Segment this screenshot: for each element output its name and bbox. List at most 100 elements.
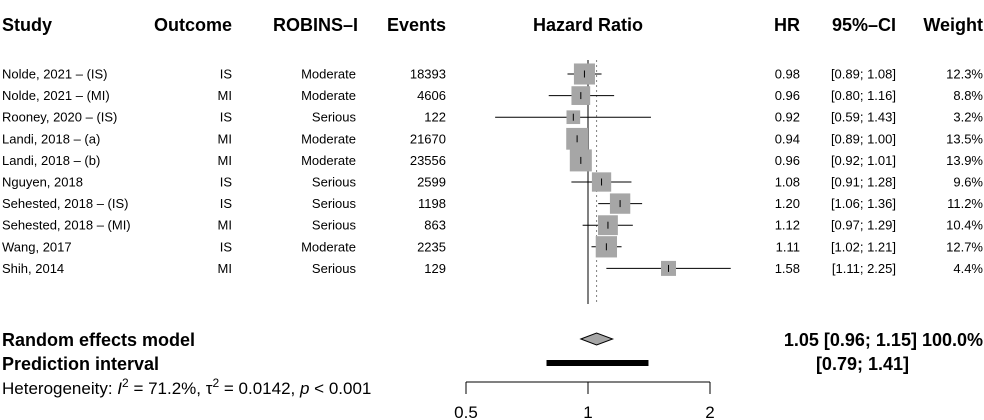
prediction-interval-label: Prediction interval (2, 354, 159, 374)
study-name: Shih, 2014 (2, 261, 64, 276)
study-row: Landi, 2018 – (b) MI Moderate 23556 0.96 [0.9… (2, 153, 983, 168)
study-events: 4606 (417, 88, 446, 103)
study-weight: 13.9% (946, 153, 983, 168)
study-weight: 3.2% (953, 110, 983, 125)
random-effects-label: Random effects model (2, 330, 195, 350)
header-hr: HR (774, 15, 800, 35)
study-row: Landi, 2018 – (a) MI Moderate 21670 0.94 [0.8… (2, 131, 983, 146)
study-hr: 1.12 (775, 218, 800, 233)
plot-marks (495, 60, 731, 304)
study-row: Shih, 2014 MI Serious 129 1.58 [1.11; 2.25] 4.… (2, 261, 983, 276)
study-outcome: IS (220, 239, 233, 254)
study-weight: 10.4% (946, 218, 983, 233)
study-weight: 13.5% (946, 131, 983, 146)
study-weight: 12.3% (946, 67, 983, 82)
study-events: 21670 (410, 131, 446, 146)
heterogeneity-i2-symbol: I (117, 379, 122, 398)
study-outcome: IS (220, 175, 233, 190)
study-row: Sehested, 2018 – (IS) IS Serious 1198 1.20 [1… (2, 196, 983, 211)
study-robins: Moderate (301, 239, 356, 254)
heterogeneity-p-value: < 0.001 (309, 379, 371, 398)
x-axis-tick-label: 0.5 (454, 403, 478, 420)
study-name: Sehested, 2018 – (IS) (2, 196, 128, 211)
study-outcome: IS (220, 196, 233, 211)
study-outcome: MI (218, 153, 232, 168)
study-row: Rooney, 2020 – (IS) IS Serious 122 0.92 [0.59… (2, 110, 983, 125)
study-row: Wang, 2017 IS Moderate 2235 1.11 [1.02; 1.21]… (2, 239, 983, 254)
header-outcome: Outcome (154, 15, 232, 35)
header-row: Study Outcome ROBINS–I Events Hazard Rat… (2, 15, 983, 35)
study-events: 122 (424, 110, 446, 125)
study-name: Nolde, 2021 – (MI) (2, 88, 110, 103)
study-robins: Serious (312, 175, 357, 190)
summary-rows: Random effects model Prediction interval… (2, 330, 983, 398)
study-ci: [0.89; 1.08] (831, 67, 896, 82)
header-events: Events (387, 15, 446, 35)
study-hr: 0.92 (775, 110, 800, 125)
random-effects-result: 1.05 [0.96; 1.15] 100.0% (784, 330, 983, 350)
header-study: Study (2, 15, 52, 35)
study-outcome: MI (218, 218, 232, 233)
study-hr: 1.20 (775, 196, 800, 211)
study-hr: 1.08 (775, 175, 800, 190)
study-outcome: IS (220, 67, 233, 82)
heterogeneity-tau-symbol: τ (206, 379, 213, 398)
heterogeneity-i2-superscript: 2 (122, 376, 129, 390)
x-axis-tick-label: 1 (583, 403, 592, 420)
study-rows: Nolde, 2021 – (IS) IS Moderate 18393 0.98 [0.… (2, 67, 983, 276)
study-ci: [0.91; 1.28] (831, 175, 896, 190)
heterogeneity-tau-superscript: 2 (212, 376, 219, 390)
random-effects-diamond (579, 332, 615, 346)
study-ci: [0.92; 1.01] (831, 153, 896, 168)
study-hr: 0.96 (775, 153, 800, 168)
heterogeneity-tau-value: = 0.0142, (219, 379, 300, 398)
study-row: Nolde, 2021 – (IS) IS Moderate 18393 0.98 [0.… (2, 67, 983, 82)
heterogeneity-i2-value: = 71.2%, (129, 379, 206, 398)
study-robins: Moderate (301, 153, 356, 168)
study-name: Rooney, 2020 – (IS) (2, 110, 117, 125)
study-ci: [0.59; 1.43] (831, 110, 896, 125)
study-weight: 4.4% (953, 261, 983, 276)
study-robins: Serious (312, 110, 357, 125)
header-weight: Weight (923, 15, 983, 35)
study-outcome: MI (218, 131, 232, 146)
header-robins: ROBINS–I (273, 15, 358, 35)
study-ci: [0.80; 1.16] (831, 88, 896, 103)
study-name: Landi, 2018 – (a) (2, 131, 100, 146)
study-events: 2599 (417, 175, 446, 190)
study-row: Nolde, 2021 – (MI) MI Moderate 4606 0.96 [0.8… (2, 88, 983, 103)
study-name: Nguyen, 2018 (2, 175, 83, 190)
prediction-interval-result: [0.79; 1.41] (816, 354, 909, 374)
study-events: 863 (424, 218, 446, 233)
study-events: 2235 (417, 239, 446, 254)
study-name: Wang, 2017 (2, 239, 72, 254)
study-events: 1198 (418, 196, 446, 211)
study-outcome: MI (218, 261, 232, 276)
study-outcome: MI (218, 88, 232, 103)
study-events: 23556 (410, 153, 446, 168)
x-axis-tick-label: 2 (705, 403, 714, 420)
study-name: Sehested, 2018 – (MI) (2, 218, 131, 233)
study-weight: 8.8% (953, 88, 983, 103)
study-robins: Serious (312, 218, 357, 233)
study-ci: [0.89; 1.00] (831, 131, 896, 146)
study-ci: [1.11; 2.25] (832, 261, 896, 276)
study-hr: 0.98 (775, 67, 800, 82)
study-robins: Moderate (301, 131, 356, 146)
study-weight: 12.7% (946, 239, 983, 254)
study-hr: 0.94 (775, 131, 800, 146)
heterogeneity-prefix: Heterogeneity: (2, 379, 117, 398)
study-ci: [0.97; 1.29] (831, 218, 896, 233)
study-events: 18393 (410, 67, 446, 82)
study-ci: [1.06; 1.36] (831, 196, 896, 211)
heterogeneity-text: Heterogeneity: I2 = 71.2%, τ2 = 0.0142, … (2, 376, 371, 398)
study-events: 129 (424, 261, 446, 276)
study-weight: 11.2% (947, 196, 983, 211)
study-outcome: IS (220, 110, 233, 125)
x-axis: 0.5 1 2 (454, 381, 715, 420)
study-robins: Moderate (301, 88, 356, 103)
study-hr: 1.58 (775, 261, 800, 276)
header-hazard-ratio: Hazard Ratio (533, 15, 643, 35)
prediction-interval-bar (546, 360, 649, 366)
